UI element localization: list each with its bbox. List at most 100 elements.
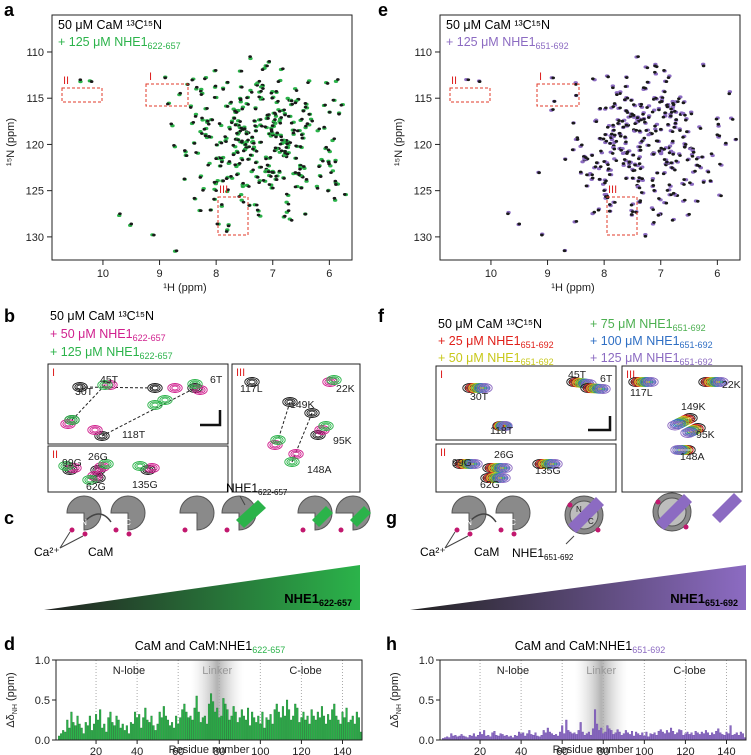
zoom-f-peak — [715, 378, 727, 386]
panel-letter-c: c — [4, 508, 14, 528]
spectrum-peak-free — [285, 142, 289, 146]
spectrum-peak-free — [246, 157, 250, 161]
spectrum-peak-free — [627, 165, 632, 169]
spectrum-peak-free — [238, 98, 243, 102]
zoom-f-peak — [467, 459, 483, 469]
chart-d-bar — [203, 715, 206, 741]
zoom-b-peak-125 — [320, 422, 332, 430]
chart-d-bar — [345, 707, 348, 741]
spectrum-peak-free — [687, 212, 691, 216]
chart-h-bar — [713, 734, 716, 741]
spectrum-peak-free — [670, 130, 675, 134]
spectrum-peak-free — [241, 200, 246, 204]
chart-h-bar — [733, 734, 736, 741]
scheme-c-ca-site — [224, 527, 230, 533]
spectrum-peak-free — [219, 141, 224, 145]
zoom-b-scale-bar — [200, 410, 222, 427]
spectrum-peak-free — [552, 100, 557, 103]
spectrum-peak-free — [292, 128, 297, 132]
spectrum-a-box-II — [61, 87, 103, 103]
chart-h-bar — [635, 731, 638, 741]
spectrum-peak-free — [664, 201, 669, 205]
spectrum-peak-free — [659, 127, 663, 131]
zoom-f-inset-II-frame — [435, 443, 617, 493]
spectrum-peak-free — [594, 120, 599, 124]
spectrum-peak-free — [651, 184, 656, 187]
spectrum-peak-free — [303, 101, 308, 105]
spectrum-peak-free — [202, 127, 207, 131]
zoom-f-peak — [639, 378, 651, 386]
spectrum-peak-free — [89, 80, 94, 83]
zoom-f-peak — [547, 459, 563, 469]
spectrum-peak-free — [602, 160, 606, 163]
spectrum-peak-free — [466, 78, 471, 82]
spectrum-peak-free — [194, 151, 198, 154]
scheme-g-ca-pointer — [444, 535, 469, 549]
zoom-b-peak-free — [286, 399, 294, 405]
y-tick-label: 110 — [414, 47, 432, 59]
spectrum-peak-free — [229, 100, 233, 104]
chart-d-bar — [177, 723, 180, 741]
chart-d-bar — [189, 715, 192, 741]
spectrum-peak-free — [325, 82, 330, 85]
chart-d: CaM and CaM:NHE1622-657 20 40 60 80 100 120 14… — [5, 639, 363, 755]
zoom-b-peak-125 — [149, 401, 161, 409]
zoom-f-inset-III-label: III — [626, 369, 635, 381]
y-tick-label: 115 — [414, 93, 432, 105]
chart-d-bar — [121, 723, 124, 741]
spectrum-peak-free — [682, 183, 686, 186]
spectrum-peak-free — [290, 102, 295, 106]
zoom-f-peak — [499, 464, 511, 472]
chart-d-bar — [148, 722, 151, 741]
spectrum-peak-free — [242, 127, 247, 131]
chart-d-bar — [185, 711, 188, 741]
chart-d-bar — [129, 722, 132, 741]
zoom-b-peak-label-6T: 6T — [210, 374, 223, 386]
zoom-b-peak-125 — [102, 461, 110, 467]
chart-d-bar — [300, 717, 303, 741]
spectrum-peak-free — [682, 198, 687, 202]
chart-h-bar — [528, 730, 531, 741]
chart-h-bar — [495, 735, 498, 741]
spectrum-peak-free — [274, 178, 279, 181]
chart-h-x-label: Residue number — [553, 744, 634, 755]
spectrum-peak-free — [299, 186, 304, 190]
chart-h-bar — [735, 732, 738, 741]
chart-h-bar — [616, 729, 619, 741]
spectrum-a-frame — [51, 14, 353, 261]
zoom-f-peak — [497, 474, 509, 482]
zoom-b-peak-50 — [171, 385, 179, 391]
scheme-g-cam-wrapped: N C NHE1651-692 — [512, 495, 604, 562]
scheme-g-peptide-label: NHE1651-692 — [512, 546, 574, 562]
chart-d-bar — [325, 723, 328, 741]
spectrum-peak-free — [183, 149, 187, 152]
scheme-c: N C Ca²⁺ CaM NHE1622-657 NHE1622-6 — [34, 481, 371, 610]
spectrum-e-box-I — [536, 83, 580, 107]
chart-h-bar — [585, 733, 588, 741]
spectrum-peak-free — [259, 165, 264, 169]
spectrum-peak-free — [671, 152, 675, 156]
zoom-f-peak-label-148A: 148A — [680, 451, 705, 463]
chart-d-bar — [187, 717, 190, 741]
chart-h-bar — [727, 733, 730, 741]
zoom-f-peak-label-26G: 26G — [494, 449, 514, 461]
y-tick-label: 130 — [26, 232, 44, 244]
zoom-b-peak-125 — [99, 381, 111, 389]
chart-d-bar — [316, 711, 319, 741]
spectrum-peak-free — [332, 196, 337, 200]
zoom-b-peak-125 — [84, 476, 96, 484]
chart-d-x-tick-label: 100 — [251, 746, 269, 755]
scheme-c-ca-site — [300, 527, 306, 533]
spectrum-peak-free — [265, 113, 270, 117]
scheme-g-wrap-n-label: N — [576, 505, 582, 514]
zoom-b-peak-125 — [98, 459, 114, 469]
spectrum-peak-free — [295, 129, 300, 133]
scheme-c-ca-site — [113, 527, 119, 533]
spectrum-peak-free — [188, 106, 193, 109]
spectrum-peak-free — [584, 184, 589, 188]
spectrum-peak-free — [612, 102, 617, 105]
spectrum-peak-free — [610, 152, 615, 155]
spectrum-peak-free — [252, 141, 256, 145]
spectrum-peak-free — [272, 111, 277, 115]
chart-h-bar — [628, 734, 631, 741]
